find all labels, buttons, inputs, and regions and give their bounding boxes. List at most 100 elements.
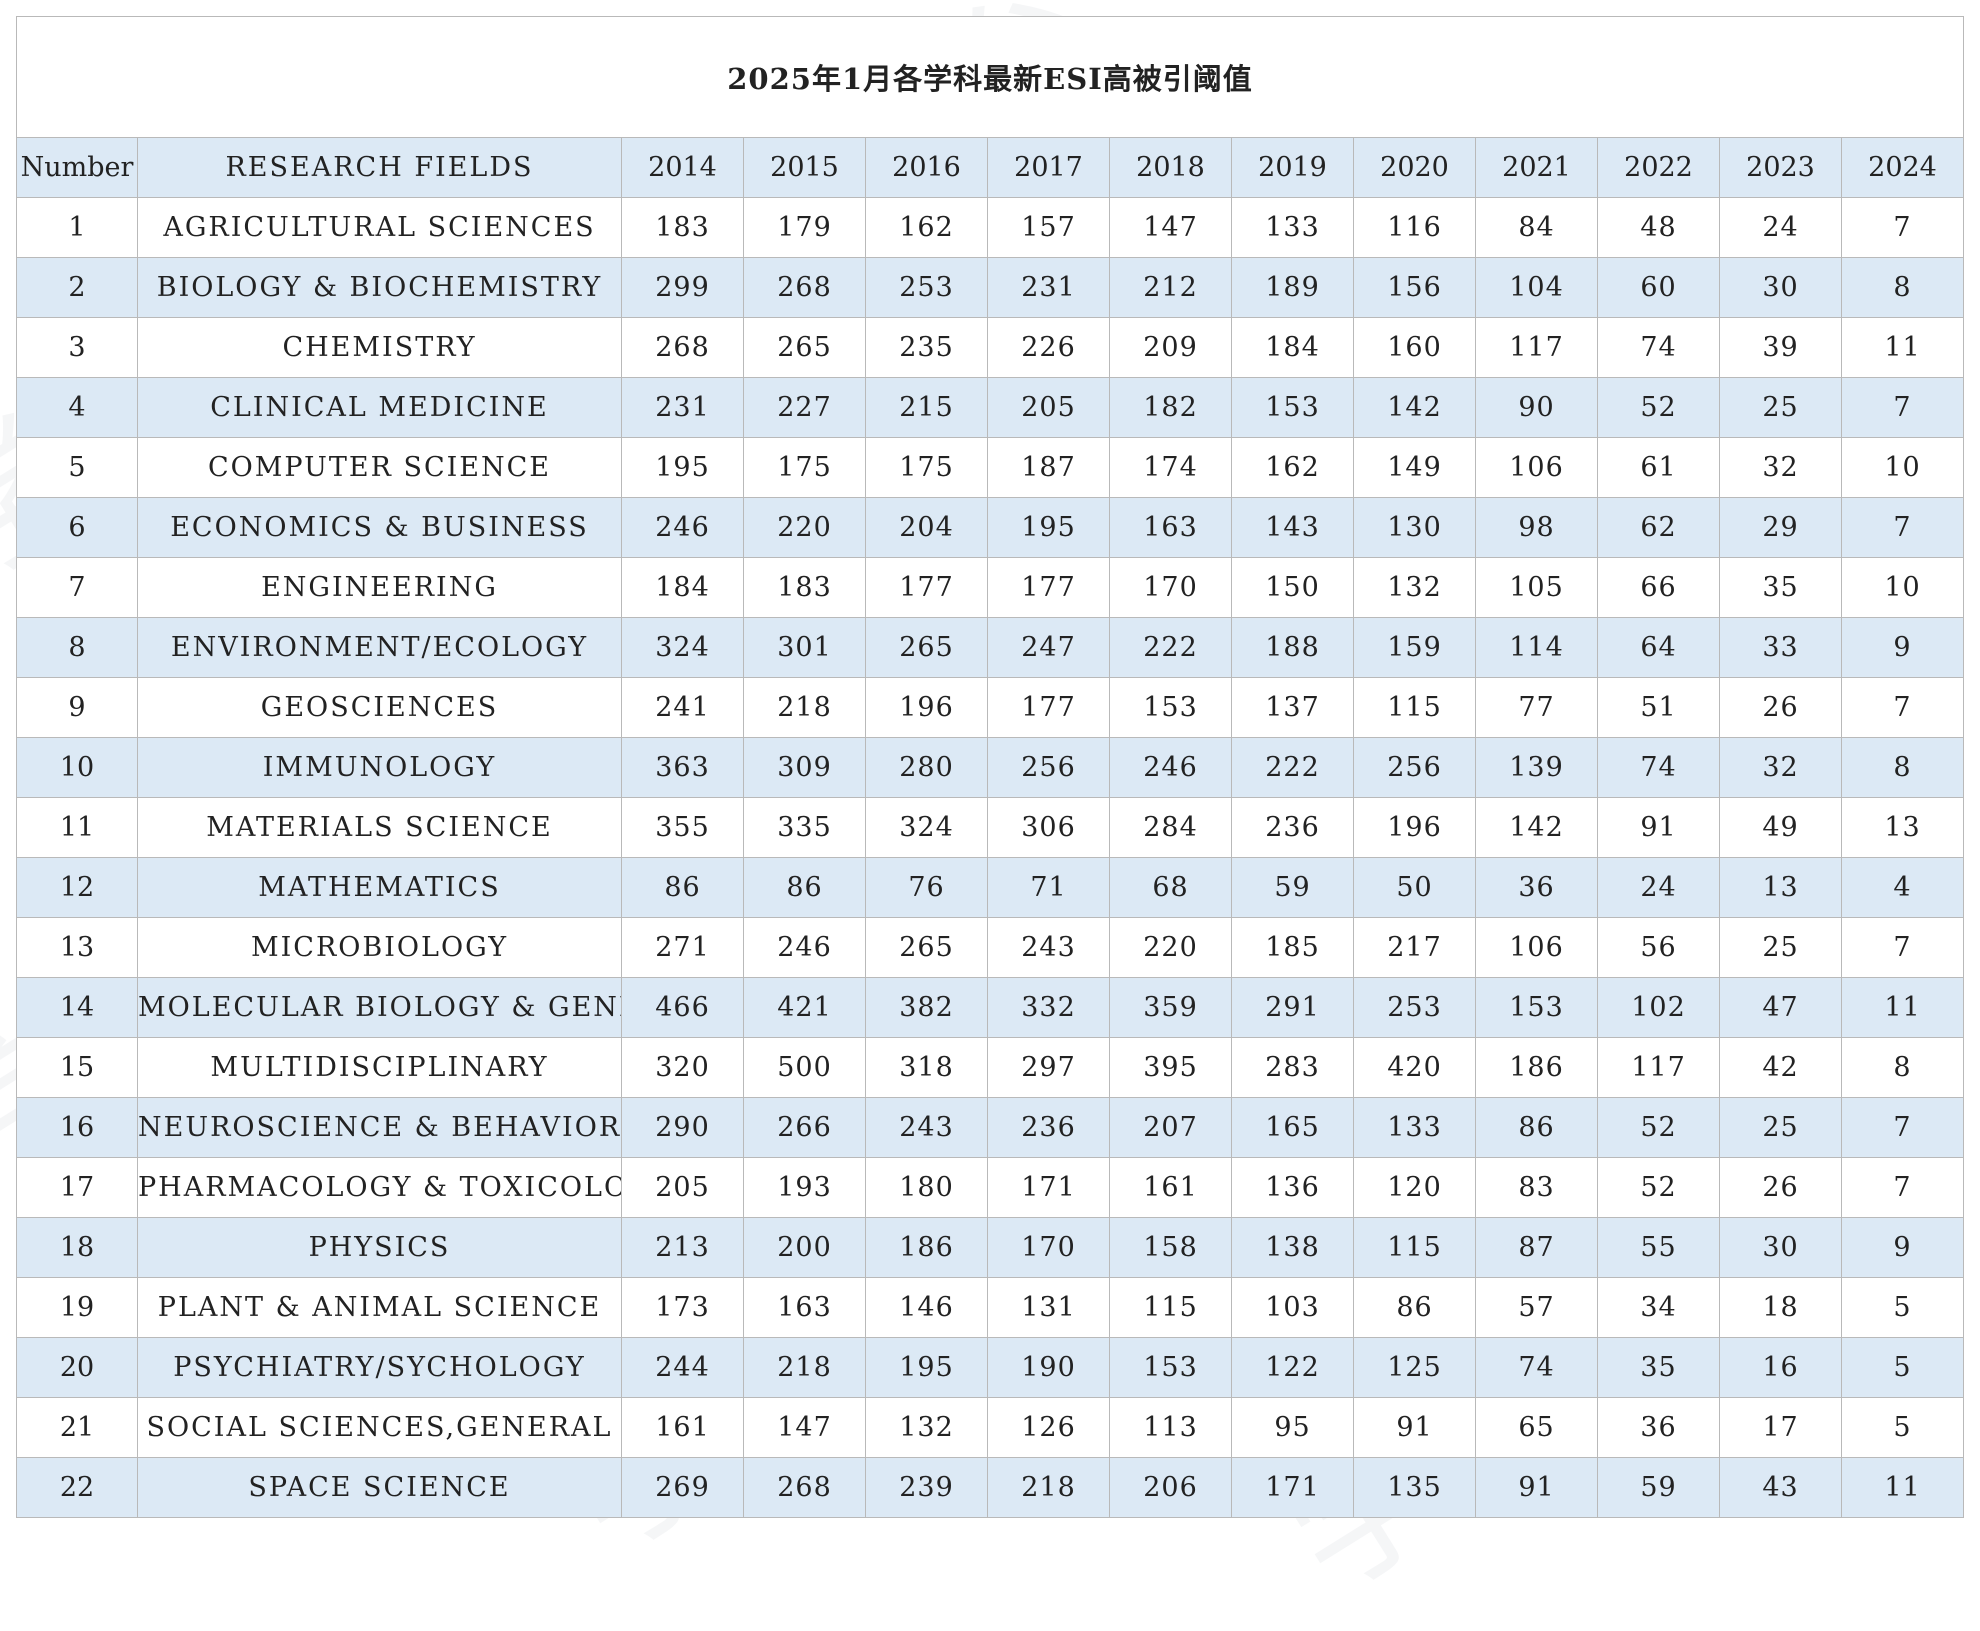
threshold-value: 243 <box>865 1097 988 1158</box>
threshold-value: 113 <box>1109 1397 1232 1458</box>
threshold-value: 269 <box>621 1457 744 1518</box>
threshold-value: 30 <box>1719 257 1842 318</box>
threshold-value: 52 <box>1597 1097 1720 1158</box>
threshold-value: 290 <box>621 1097 744 1158</box>
threshold-value: 253 <box>865 257 988 318</box>
threshold-value: 74 <box>1475 1337 1598 1398</box>
threshold-value: 11 <box>1840 317 1965 378</box>
threshold-value: 355 <box>621 797 744 858</box>
threshold-value: 284 <box>1109 797 1232 858</box>
research-field: PLANT & ANIMAL SCIENCE <box>137 1277 622 1338</box>
header-year: 2024 <box>1840 137 1965 198</box>
threshold-value: 117 <box>1597 1037 1720 1098</box>
threshold-value: 218 <box>987 1457 1110 1518</box>
threshold-value: 244 <box>621 1337 744 1398</box>
threshold-value: 177 <box>865 557 988 618</box>
threshold-value: 116 <box>1353 197 1476 258</box>
research-field: MULTIDISCIPLINARY <box>137 1037 622 1098</box>
threshold-value: 205 <box>987 377 1110 438</box>
row-number: 2 <box>16 257 138 318</box>
header-row: Number RESEARCH FIELDS 2014 2015 2016 20… <box>16 137 1965 198</box>
research-field: PHARMACOLOGY & TOXICOLOGY <box>137 1157 622 1218</box>
threshold-value: 8 <box>1840 257 1965 318</box>
research-field: CHEMISTRY <box>137 317 622 378</box>
threshold-value: 42 <box>1719 1037 1842 1098</box>
threshold-value: 180 <box>865 1157 988 1218</box>
threshold-value: 84 <box>1475 197 1598 258</box>
threshold-value: 222 <box>1109 617 1232 678</box>
threshold-value: 106 <box>1475 917 1598 978</box>
threshold-value: 130 <box>1353 497 1476 558</box>
table-row: 5 COMPUTER SCIENCE 195 175 175 187 174 162 149 10… <box>16 437 1965 498</box>
threshold-value: 253 <box>1353 977 1476 1038</box>
threshold-value: 47 <box>1719 977 1842 1038</box>
threshold-value: 212 <box>1109 257 1232 318</box>
threshold-value: 13 <box>1719 857 1842 918</box>
threshold-value: 236 <box>987 1097 1110 1158</box>
row-number: 9 <box>16 677 138 738</box>
row-number: 1 <box>16 197 138 258</box>
threshold-value: 117 <box>1475 317 1598 378</box>
threshold-value: 183 <box>621 197 744 258</box>
threshold-value: 7 <box>1840 917 1965 978</box>
row-number: 8 <box>16 617 138 678</box>
threshold-value: 149 <box>1353 437 1476 498</box>
threshold-value: 160 <box>1353 317 1476 378</box>
row-number: 10 <box>16 737 138 798</box>
threshold-value: 137 <box>1231 677 1354 738</box>
threshold-value: 83 <box>1475 1157 1598 1218</box>
threshold-value: 271 <box>621 917 744 978</box>
table-row: 9 GEOSCIENCES 241 218 196 177 153 137 115 77 51 26 7 <box>16 677 1965 738</box>
threshold-value: 122 <box>1231 1337 1354 1398</box>
threshold-value: 86 <box>1475 1097 1598 1158</box>
header-year: 2017 <box>987 137 1110 198</box>
row-number: 16 <box>16 1097 138 1158</box>
header-year: 2023 <box>1719 137 1842 198</box>
threshold-value: 236 <box>1231 797 1354 858</box>
row-number: 14 <box>16 977 138 1038</box>
threshold-value: 60 <box>1597 257 1720 318</box>
threshold-value: 132 <box>865 1397 988 1458</box>
threshold-value: 95 <box>1231 1397 1354 1458</box>
threshold-value: 324 <box>865 797 988 858</box>
threshold-value: 126 <box>987 1397 1110 1458</box>
threshold-value: 246 <box>743 917 866 978</box>
threshold-value: 297 <box>987 1037 1110 1098</box>
table-row: 3 CHEMISTRY 268 265 235 226 209 184 160 117 74 39 11 <box>16 317 1965 378</box>
threshold-value: 91 <box>1597 797 1720 858</box>
threshold-value: 59 <box>1231 857 1354 918</box>
row-number: 12 <box>16 857 138 918</box>
threshold-value: 98 <box>1475 497 1598 558</box>
threshold-value: 195 <box>621 437 744 498</box>
threshold-value: 247 <box>987 617 1110 678</box>
research-field: AGRICULTURAL SCIENCES <box>137 197 622 258</box>
threshold-value: 8 <box>1840 1037 1965 1098</box>
header-year: 2018 <box>1109 137 1232 198</box>
threshold-value: 220 <box>743 497 866 558</box>
threshold-value: 103 <box>1231 1277 1354 1338</box>
threshold-value: 90 <box>1475 377 1598 438</box>
threshold-value: 265 <box>865 617 988 678</box>
threshold-value: 175 <box>743 437 866 498</box>
threshold-value: 243 <box>987 917 1110 978</box>
threshold-value: 131 <box>987 1277 1110 1338</box>
threshold-value: 421 <box>743 977 866 1038</box>
threshold-value: 7 <box>1840 1097 1965 1158</box>
research-field: COMPUTER SCIENCE <box>137 437 622 498</box>
threshold-value: 309 <box>743 737 866 798</box>
table-row: 6 ECONOMICS & BUSINESS 246 220 204 195 163 143 1… <box>16 497 1965 558</box>
research-field: ECONOMICS & BUSINESS <box>137 497 622 558</box>
threshold-value: 177 <box>987 677 1110 738</box>
table-row: 16 NEUROSCIENCE & BEHAVIOR 290 266 243 236 207… <box>16 1097 1965 1158</box>
threshold-value: 163 <box>743 1277 866 1338</box>
threshold-value: 115 <box>1109 1277 1232 1338</box>
threshold-value: 291 <box>1231 977 1354 1038</box>
threshold-value: 218 <box>743 677 866 738</box>
threshold-value: 280 <box>865 737 988 798</box>
threshold-value: 36 <box>1597 1397 1720 1458</box>
threshold-value: 217 <box>1353 917 1476 978</box>
threshold-value: 320 <box>621 1037 744 1098</box>
research-field: IMMUNOLOGY <box>137 737 622 798</box>
threshold-value: 265 <box>743 317 866 378</box>
table-row: 20 PSYCHIATRY/SYCHOLOGY 244 218 195 190 153 122… <box>16 1337 1965 1398</box>
